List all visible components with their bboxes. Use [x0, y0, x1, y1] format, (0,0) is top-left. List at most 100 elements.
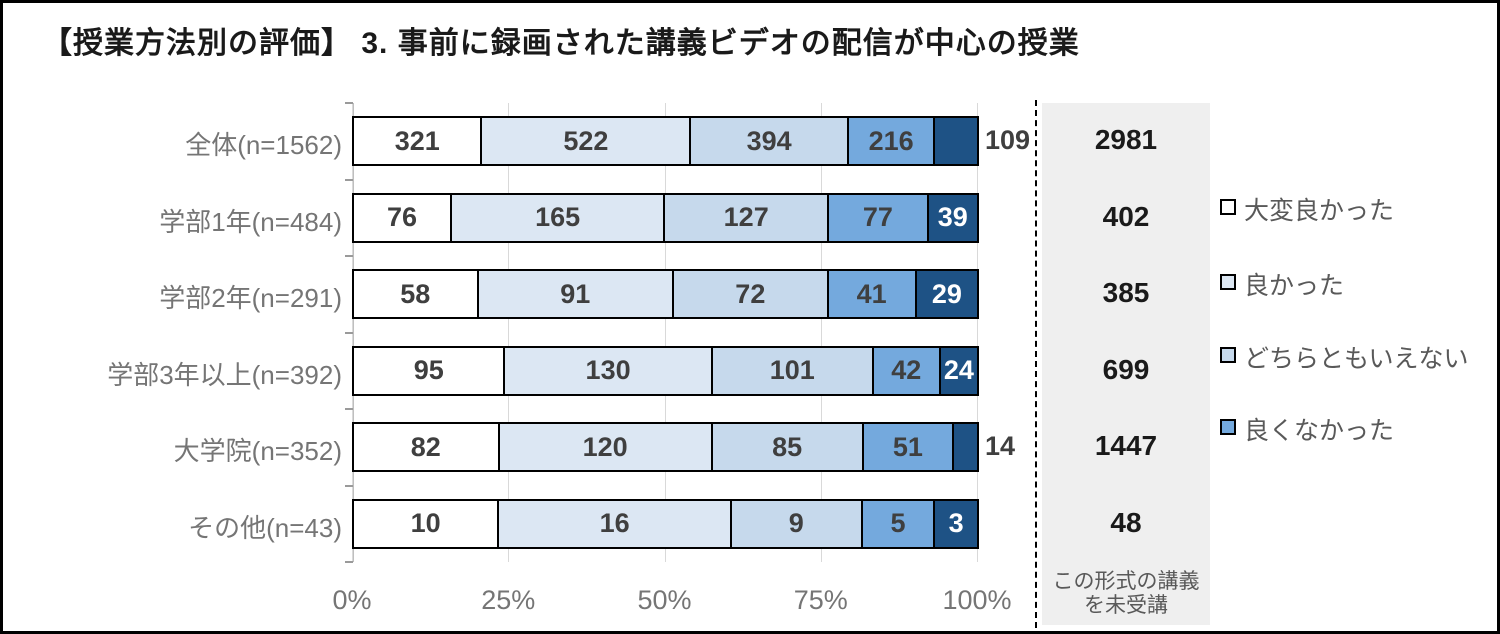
not-attended-value: 699	[1102, 353, 1150, 385]
segment-value-label: 24	[943, 355, 974, 386]
category-axis-tick	[345, 484, 353, 487]
segment-value-label: 42	[891, 355, 922, 386]
legend-swatch-icon	[1220, 419, 1236, 435]
category-label: 学部3年以上(n=392)	[107, 359, 342, 390]
x-axis-tick-label: 50%	[637, 585, 692, 615]
bar-segment: 3	[933, 498, 979, 549]
bar-segment: 321	[352, 116, 483, 167]
segment-value-label: 39	[937, 202, 968, 233]
not-attended-value: 2981	[1094, 124, 1158, 156]
segment-value-label: 321	[394, 125, 440, 156]
segment-value-label: 101	[769, 355, 815, 386]
legend-item: どちらともいえない	[1220, 340, 1474, 379]
segment-value-label: 95	[413, 355, 444, 386]
bar-segment: 16	[497, 498, 732, 549]
segment-value-label: 522	[563, 125, 609, 156]
legend-item-label: 良くなかった	[1244, 417, 1395, 445]
segment-value-label: 41	[856, 278, 887, 309]
category-label: その他(n=43)	[188, 512, 342, 543]
bar-segment: 51	[861, 422, 955, 473]
bar-segment: 39	[926, 192, 979, 243]
bar-segment: 165	[450, 192, 666, 243]
gridline	[977, 103, 978, 562]
gridline	[508, 103, 510, 562]
not-attended-value: 48	[1110, 506, 1142, 538]
bar-segment: 130	[503, 345, 713, 396]
x-axis-tick-label: 75%	[793, 585, 848, 615]
category-label: 学部1年(n=484)	[159, 206, 342, 237]
category-axis-tick	[345, 331, 353, 334]
segment-value-label: 72	[735, 278, 766, 309]
category-axis-tick	[345, 408, 353, 410]
bar-segment: 82	[352, 422, 500, 473]
segment-value-label: 10	[410, 508, 441, 539]
gridline	[664, 103, 666, 562]
gridline	[820, 103, 822, 562]
bar-segment: 394	[689, 116, 849, 167]
bar-segment: 101	[710, 345, 874, 396]
legend-swatch-icon	[1220, 199, 1236, 215]
x-axis-tick-label: 100%	[942, 585, 1012, 615]
segment-value-label: 9	[788, 508, 804, 539]
bar-segment	[952, 422, 979, 473]
bar-segment: 72	[672, 269, 829, 320]
bar-segment: 522	[480, 116, 692, 167]
bar-segment: 216	[846, 116, 936, 167]
segment-value-label: 216	[868, 125, 914, 156]
category-label: 全体(n=1562)	[185, 130, 342, 161]
legend-item-label: どちらともいえない	[1244, 345, 1469, 373]
legend: 大変良かった 良かったどちらともいえない 良くなかった	[1220, 0, 1492, 634]
legend-swatch-icon	[1220, 274, 1236, 290]
segment-value-label: 127	[723, 202, 769, 233]
segment-value-label: 5	[890, 508, 906, 539]
segment-value-label: 58	[400, 278, 431, 309]
bar-segment: 95	[352, 345, 506, 396]
legend-item-label: 良かった	[1244, 272, 1345, 300]
category-axis-tick	[345, 255, 353, 257]
segment-value-label: 3	[948, 508, 964, 539]
segment-value-label: 77	[862, 202, 893, 233]
bar-segment: 29	[914, 269, 979, 320]
category-label: 大学院(n=352)	[173, 436, 342, 467]
bar-segment: 76	[352, 192, 453, 243]
bar-segment: 24	[938, 345, 979, 396]
segment-value-label: 76	[387, 202, 418, 233]
segment-value-label: 29	[931, 278, 962, 309]
not-attended-panel-label: この形式の講義を未受講	[1052, 570, 1200, 618]
chart-title: 【授業方法別の評価】 3. 事前に録画された講義ビデオの配信が中心の授業	[42, 27, 1080, 60]
bar-segment: 41	[826, 269, 917, 320]
bar-segment: 91	[476, 269, 674, 320]
segment-value-label: 130	[585, 355, 631, 386]
x-axis-tick-label: 25%	[481, 585, 536, 615]
segment-value-label: 394	[746, 125, 792, 156]
category-axis-tick	[345, 178, 353, 181]
bar-segment: 10	[352, 498, 500, 549]
not-attended-value: 1447	[1094, 430, 1158, 462]
segment-value-label: 91	[560, 278, 591, 309]
segment-value-label: 82	[410, 431, 441, 462]
legend-item: 良かった	[1220, 267, 1474, 306]
segment-value-label: 16	[599, 508, 630, 539]
segment-value-label: 120	[582, 431, 628, 462]
segment-value-label: 51	[892, 431, 923, 462]
bar-segment: 120	[497, 422, 713, 473]
legend-item-label: 大変良かった	[1244, 197, 1395, 225]
legend-item: 大変良かった	[1220, 192, 1474, 231]
bar-segment: 5	[860, 498, 936, 549]
bar-segment: 9	[729, 498, 863, 549]
bar-segment	[933, 116, 979, 167]
plot-area	[352, 103, 978, 562]
segment-value-label-outside: 14	[985, 431, 1016, 462]
segment-value-label-outside: 109	[985, 125, 1031, 156]
not-attended-value: 402	[1102, 200, 1150, 232]
segment-value-label: 85	[772, 431, 803, 462]
category-axis-line	[352, 103, 354, 562]
bar-segment: 127	[663, 192, 830, 243]
bar-segment: 42	[871, 345, 941, 396]
segment-value-label: 165	[535, 202, 581, 233]
bar-segment: 85	[710, 422, 864, 473]
panel-separator-dashed-line	[1035, 100, 1037, 628]
category-label: 学部2年(n=291)	[159, 283, 342, 314]
not-attended-panel	[1042, 103, 1210, 625]
legend-item: 良くなかった	[1220, 412, 1474, 451]
